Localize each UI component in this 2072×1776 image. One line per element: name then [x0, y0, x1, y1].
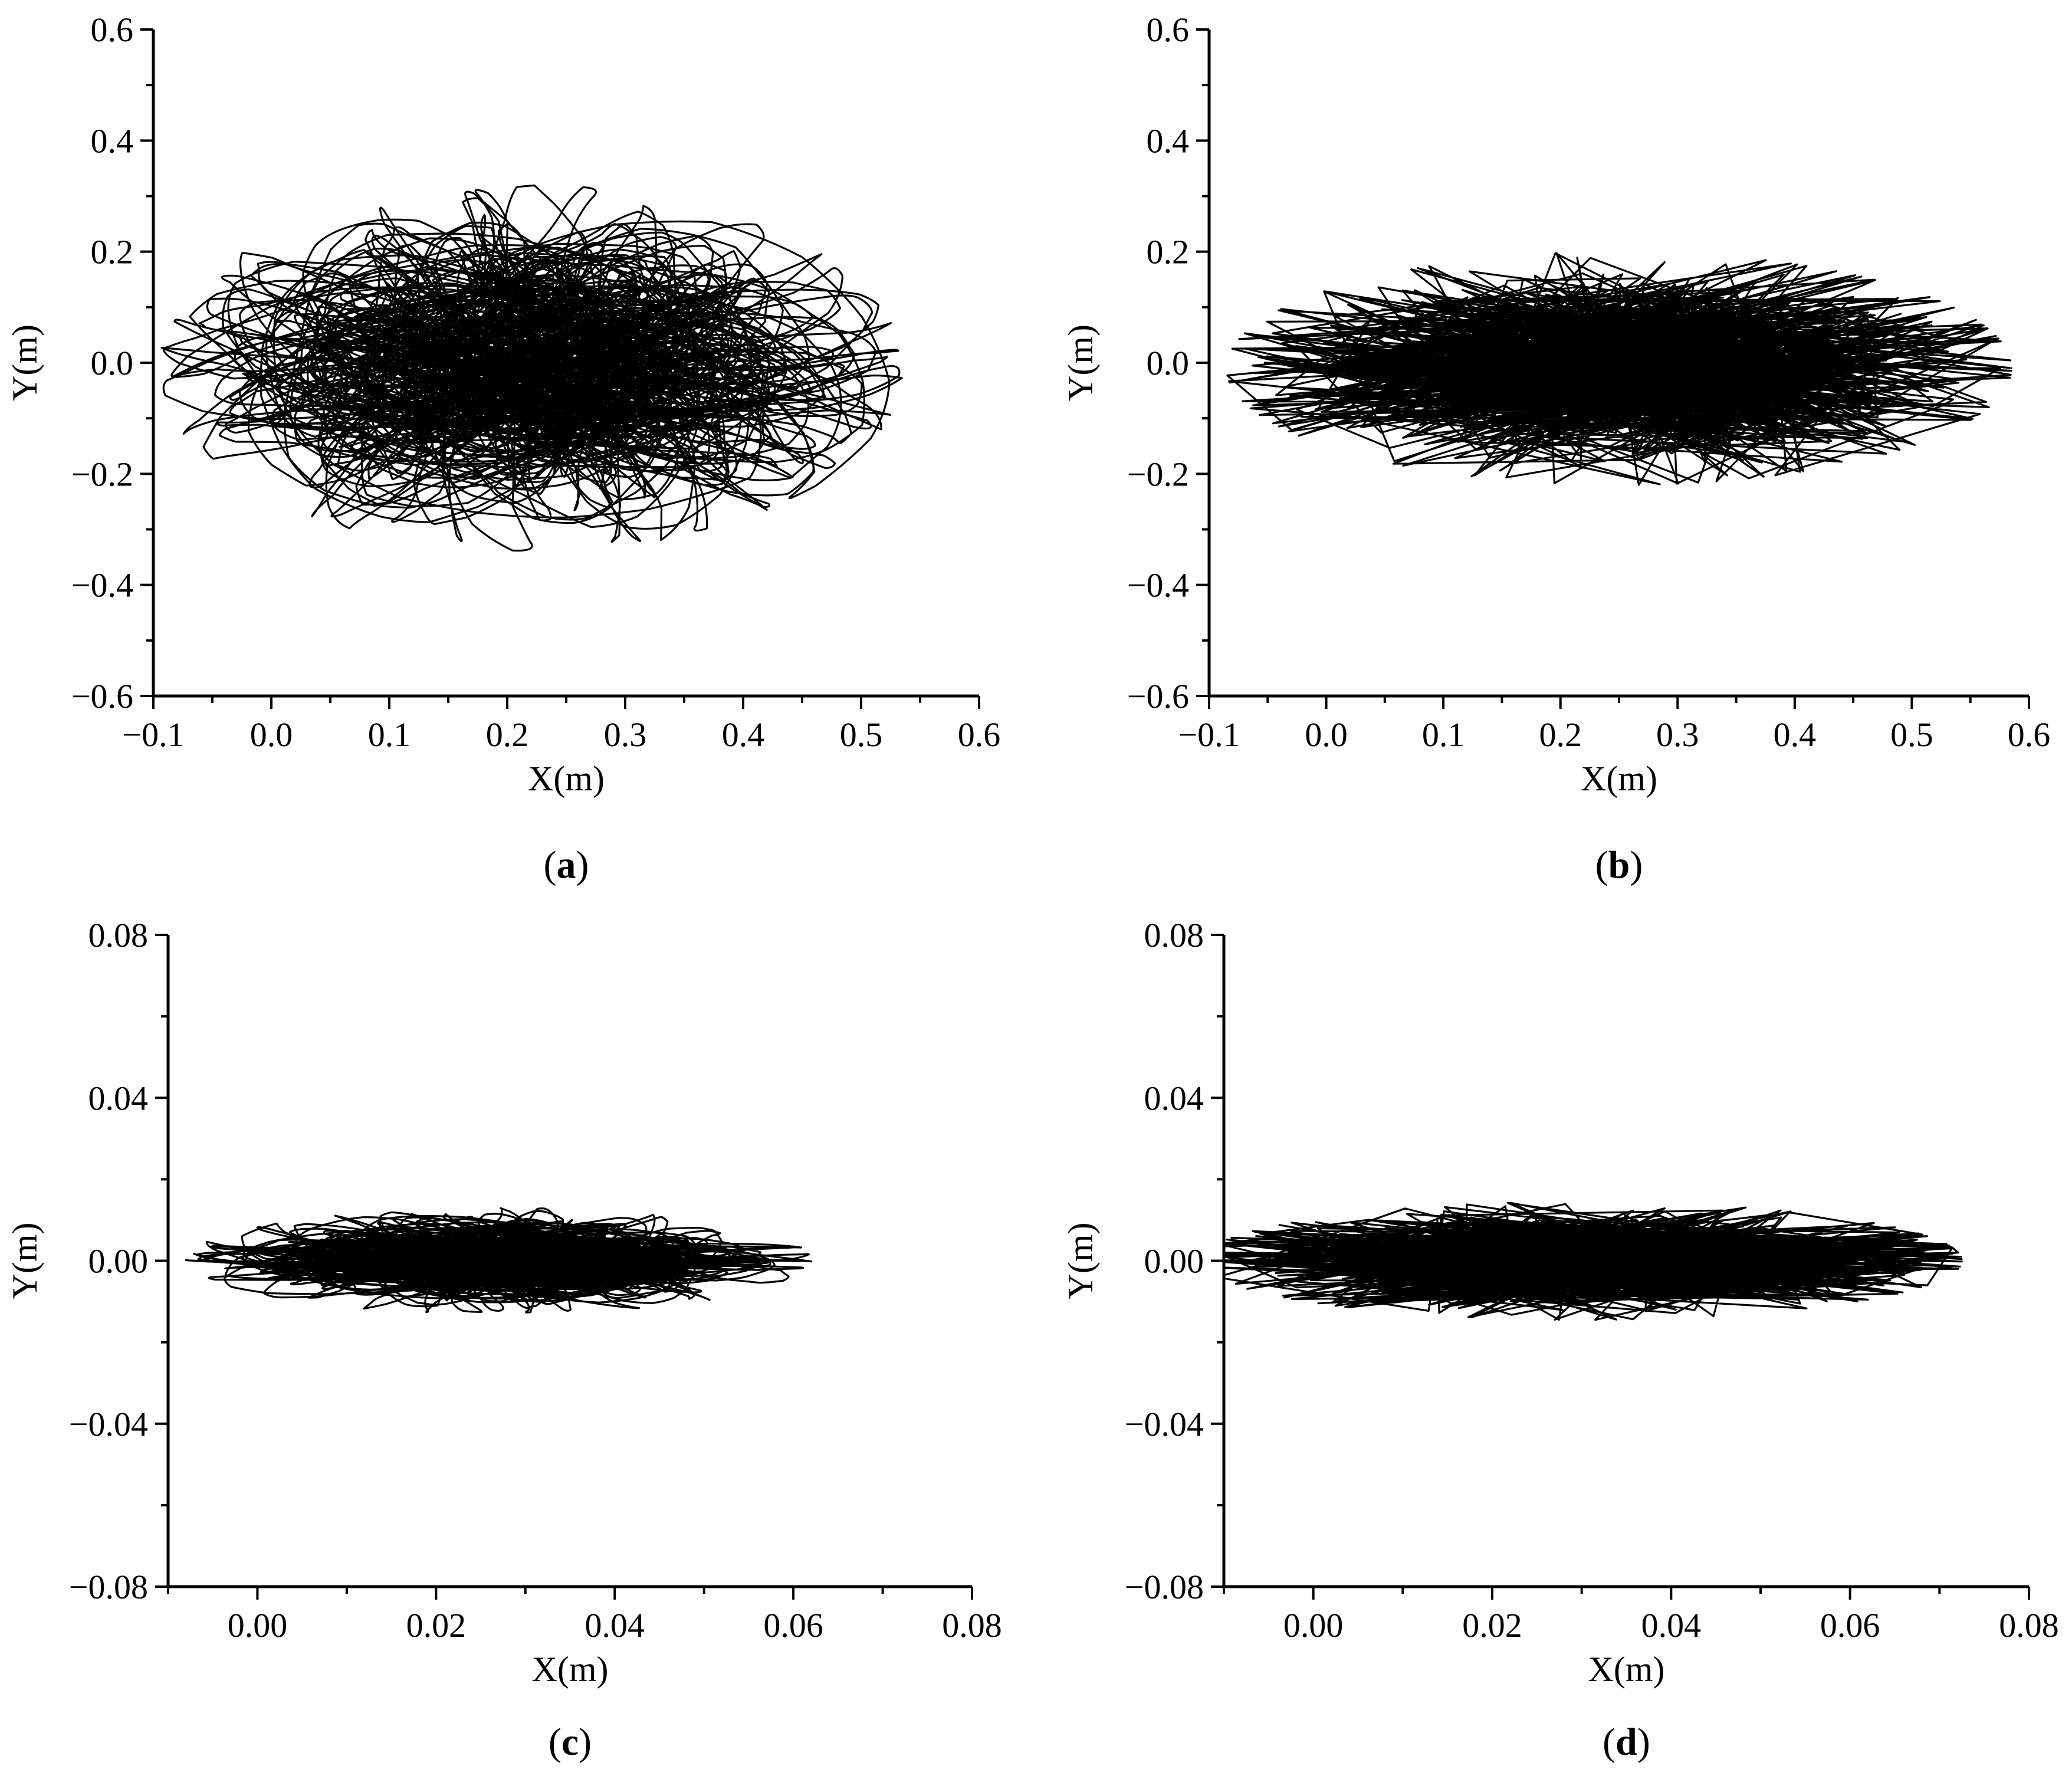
trajectory-line: [185, 1207, 812, 1314]
y-axis-title: Y(m): [1061, 1223, 1100, 1299]
y-tick-label: 0.0: [91, 344, 134, 382]
panel-c: 0.00 0.02 0.04 0.06 0.08 −0.08 −0.04 0.00 0.04 0.…: [5, 916, 1002, 1764]
x-tick-label: −0.1: [122, 715, 184, 754]
x-tick-label: 0.1: [1422, 715, 1465, 754]
x-tick-label: 0.04: [585, 1606, 645, 1644]
y-tick-label: 0.6: [1147, 11, 1190, 49]
y-tick-label: −0.4: [1127, 566, 1189, 605]
x-tick-label: 0.2: [1539, 715, 1582, 754]
x-tick-label: 0.04: [1641, 1606, 1702, 1644]
y-tick-label: 0.04: [1144, 1079, 1204, 1117]
x-tick-label: 0.1: [368, 715, 411, 754]
x-tick-label: −0.1: [1178, 715, 1240, 754]
x-tick-label: 0.5: [1890, 715, 1933, 754]
panel-caption: (b): [1595, 843, 1643, 887]
y-tick-label: 0.2: [91, 233, 134, 271]
x-tick-label: 0.02: [1462, 1606, 1522, 1644]
y-tick-label: −0.2: [71, 455, 133, 493]
x-tick-label: 0.06: [763, 1606, 823, 1644]
y-tick-label: −0.04: [1125, 1405, 1204, 1443]
trajectory-line: [1224, 1201, 1963, 1321]
y-tick-label: 0.04: [88, 1079, 149, 1117]
y-tick-label: −0.08: [69, 1568, 148, 1606]
x-axis-title: X(m): [1581, 759, 1657, 798]
y-tick-label: −0.2: [1127, 455, 1189, 493]
y-tick-label: −0.6: [1127, 677, 1189, 715]
panel-b: −0.1 0.0 0.1 0.2 0.3 0.4 0.5 0.6 −0.6 −0.4 −0.2 0.0…: [1061, 11, 2050, 887]
x-axis-title: X(m): [532, 1650, 609, 1689]
x-tick-label: 0.6: [958, 715, 1001, 754]
x-tick-label: 0.6: [2008, 715, 2051, 754]
y-tick-label: −0.6: [71, 677, 133, 715]
x-tick-label: 0.00: [1283, 1606, 1344, 1644]
panel-caption: (c): [549, 1721, 592, 1764]
x-axis-title: X(m): [528, 759, 605, 798]
x-tick-label: 0.0: [250, 715, 293, 754]
y-tick-label: 0.6: [91, 11, 134, 49]
trajectory-line: [160, 184, 903, 552]
x-tick-label: 0.02: [406, 1606, 467, 1644]
y-axis-title: Y(m): [5, 1223, 44, 1299]
y-tick-label: −0.04: [69, 1405, 148, 1443]
panel-caption: (a): [544, 843, 589, 887]
y-tick-label: −0.08: [1125, 1568, 1204, 1606]
y-tick-label: 0.0: [1147, 344, 1190, 382]
panel-a: −0.1 0.0 0.1 0.2 0.3 0.4 0.5 0.6 −0.6 −0.4 −0.2 0.0…: [5, 11, 1000, 887]
x-tick-label: 0.4: [1774, 715, 1817, 754]
y-tick-label: 0.2: [1147, 233, 1190, 271]
y-tick-label: 0.00: [88, 1242, 149, 1281]
x-tick-label: 0.2: [486, 715, 529, 754]
x-tick-label: 0.5: [840, 715, 883, 754]
panel-caption: (d): [1603, 1721, 1650, 1764]
y-tick-label: −0.4: [71, 566, 133, 605]
x-tick-label: 0.08: [1999, 1606, 2059, 1644]
x-axis-title: X(m): [1588, 1650, 1665, 1689]
y-axis-title: Y(m): [1061, 324, 1100, 401]
x-tick-label: 0.06: [1820, 1606, 1880, 1644]
x-tick-label: 0.0: [1305, 715, 1348, 754]
x-tick-label: 0.4: [722, 715, 765, 754]
x-tick-label: 0.00: [228, 1606, 288, 1644]
trajectory-line: [1226, 252, 2012, 486]
y-axis-title: Y(m): [5, 324, 44, 401]
y-tick-label: 0.08: [1144, 916, 1204, 954]
x-tick-label: 0.3: [1656, 715, 1699, 754]
x-tick-label: 0.3: [604, 715, 647, 754]
x-tick-label: 0.08: [942, 1606, 1002, 1644]
y-tick-label: 0.00: [1144, 1242, 1204, 1281]
panel-d: 0.00 0.02 0.04 0.06 0.08 −0.08 −0.04 0.00 0.04 0.…: [1061, 916, 2059, 1764]
y-tick-label: 0.08: [88, 916, 149, 954]
y-tick-label: 0.4: [91, 122, 134, 160]
y-tick-label: 0.4: [1147, 122, 1190, 160]
